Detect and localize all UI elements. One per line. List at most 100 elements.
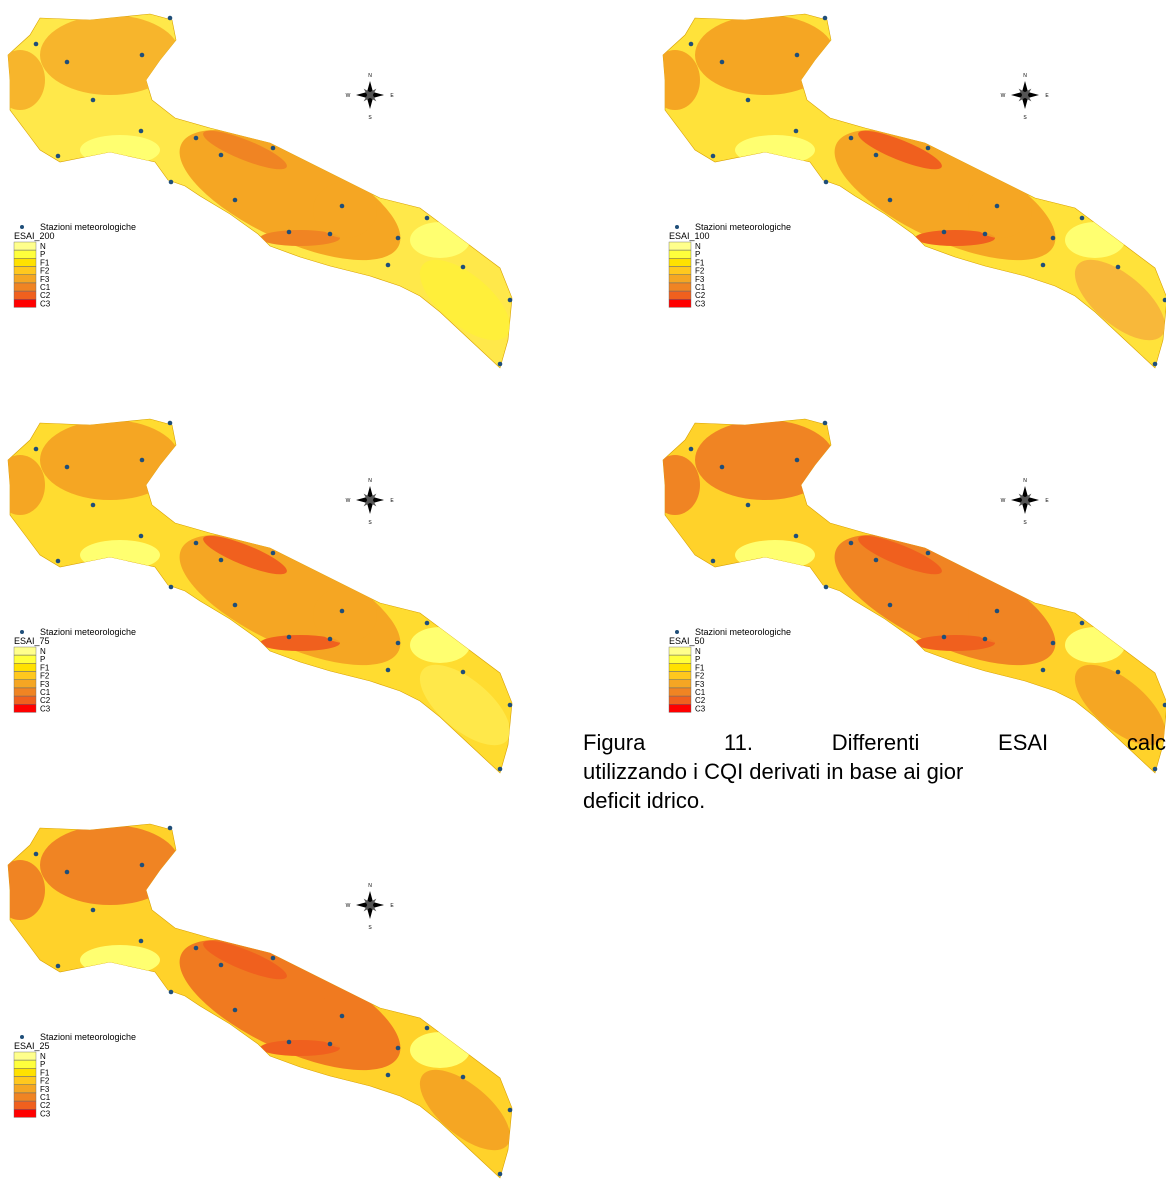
legend-swatch <box>668 282 692 292</box>
class-area <box>1074 259 1166 341</box>
legend-swatch <box>13 282 37 292</box>
station-dot <box>719 464 725 470</box>
station-dot <box>327 231 333 237</box>
class-areas <box>663 420 1166 746</box>
class-area <box>410 1032 470 1068</box>
station-dot <box>286 1039 292 1045</box>
legend-class-label: C3 <box>40 299 51 308</box>
station-dot <box>286 634 292 640</box>
legend-class-label: C1 <box>40 283 51 292</box>
legend-class-label: F2 <box>40 1077 50 1086</box>
compass-letter: W <box>1001 498 1006 504</box>
caption-line: Figura 11. Differenti ESAI calc <box>583 730 1166 755</box>
class-area <box>968 182 1032 238</box>
station-dot <box>339 1013 345 1019</box>
station-dot <box>139 52 145 58</box>
legend-class-label: F2 <box>40 672 50 681</box>
compass-letter: E <box>1045 498 1049 504</box>
legend-class-label: C2 <box>695 291 706 300</box>
caption-line: deficit idrico. <box>583 788 706 813</box>
station-dot <box>710 558 716 564</box>
station-dot <box>55 558 61 564</box>
legend-class-label: P <box>695 250 700 259</box>
compass-letter: S <box>368 520 372 526</box>
station-dot <box>232 602 238 608</box>
legend-swatch <box>13 679 37 688</box>
legend-swatch <box>13 1068 37 1077</box>
compass-letter: N <box>368 478 372 484</box>
compass-letter: W <box>346 903 351 909</box>
legend: Stazioni meteorologicheESAI_25NPF1F2F3C1… <box>13 1032 136 1118</box>
station-dot <box>1162 297 1166 303</box>
compass-letter: E <box>390 903 394 909</box>
legend-swatch <box>13 274 37 283</box>
station-dot <box>873 557 879 563</box>
class-area <box>410 222 470 258</box>
station-dot <box>1050 640 1056 646</box>
class-area <box>313 587 377 643</box>
legend-class-label: C1 <box>695 688 706 697</box>
station-dot <box>1050 235 1056 241</box>
station-dot <box>193 945 199 951</box>
legend-swatch <box>13 1084 37 1093</box>
station-dot <box>270 955 276 961</box>
station-dot <box>497 1171 503 1177</box>
legend-class-label: C2 <box>40 291 51 300</box>
station-dot <box>232 1007 238 1013</box>
station-dot <box>270 145 276 151</box>
legend-swatch <box>668 299 692 308</box>
legend: Stazioni meteorologicheESAI_75NPF1F2F3C1… <box>13 627 136 713</box>
station-dot <box>139 457 145 463</box>
legend-title: ESAI_25 <box>14 1041 50 1051</box>
station-dot <box>327 1041 333 1047</box>
compass-letter: W <box>346 93 351 99</box>
legend-swatch <box>13 695 37 705</box>
class-areas <box>8 420 511 746</box>
legend-swatch <box>13 1109 37 1118</box>
station-dot <box>887 602 893 608</box>
station-dot <box>794 457 800 463</box>
compass-letter: E <box>390 498 394 504</box>
station-dot <box>218 962 224 968</box>
station-dot <box>64 869 70 875</box>
class-area <box>40 420 180 500</box>
station-dot <box>848 540 854 546</box>
station-dot <box>848 135 854 141</box>
station-dot <box>138 128 144 134</box>
station-dot <box>1040 667 1046 673</box>
class-area <box>8 50 45 110</box>
station-dot <box>460 669 466 675</box>
station-dot <box>822 420 828 426</box>
legend-class-label: F1 <box>40 258 50 267</box>
legend-class-label: F2 <box>695 672 705 681</box>
station-dot <box>270 550 276 556</box>
compass-rose: N W E S <box>346 478 395 526</box>
compass-rose: N W E S <box>1001 73 1050 121</box>
station-dot <box>139 862 145 868</box>
station-dot <box>1079 620 1085 626</box>
station-dot <box>193 135 199 141</box>
station-dot <box>793 128 799 134</box>
station-dot <box>168 989 174 995</box>
station-dot <box>507 1107 513 1113</box>
legend-class-label: P <box>40 1060 45 1069</box>
station-dot <box>887 197 893 203</box>
station-dot <box>925 145 931 151</box>
legend-class-label: F2 <box>695 267 705 276</box>
compass-letter: E <box>390 93 394 99</box>
station-dot <box>193 540 199 546</box>
legend-swatch <box>13 1076 37 1085</box>
legend-class-label: F3 <box>695 275 705 284</box>
legend-stations-label: Stazioni meteorologiche <box>695 222 791 232</box>
station-dot <box>497 361 503 367</box>
compass-letter: E <box>1045 93 1049 99</box>
class-area <box>1074 664 1166 746</box>
station-dot <box>941 634 947 640</box>
station-dot <box>64 464 70 470</box>
compass-rose: N W E S <box>1001 478 1050 526</box>
station-dot <box>395 235 401 241</box>
station-dot <box>823 179 829 185</box>
legend-class-label: C2 <box>40 1101 51 1110</box>
